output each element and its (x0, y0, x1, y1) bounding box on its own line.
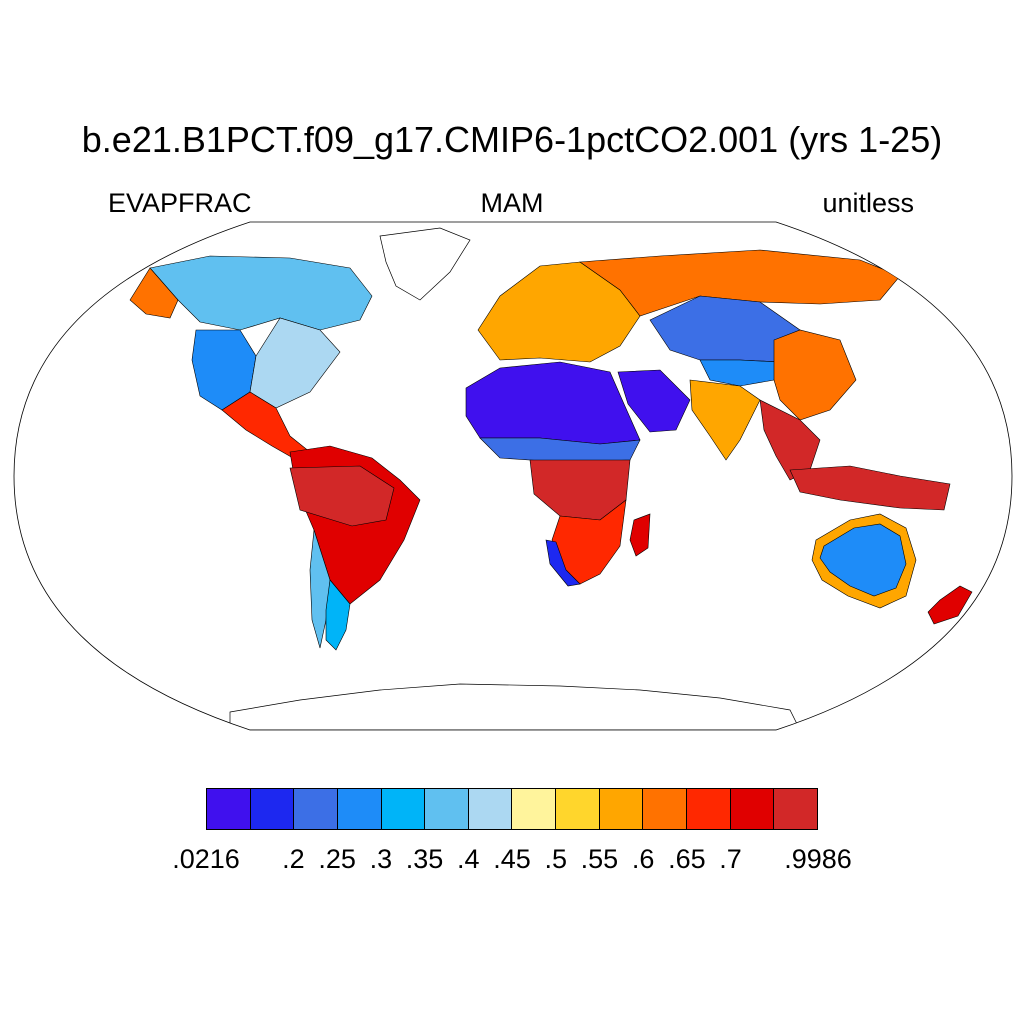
colorbar-swatch (774, 789, 817, 829)
colorbar-swatch (643, 789, 688, 829)
region-arabia (617, 369, 691, 433)
greenland-outline (379, 227, 471, 301)
colorbar-tick-label: .35 (405, 844, 444, 874)
colorbar-tick-label: .6 (631, 844, 655, 874)
colorbar-swatch (730, 789, 775, 829)
region-alaska (129, 267, 179, 319)
region-sahel (479, 437, 641, 463)
colorbar-swatch (381, 789, 426, 829)
units-label: unitless (822, 188, 914, 218)
colorbar-swatch (337, 789, 382, 829)
colorbar-tick-label: .3 (369, 844, 393, 874)
season-label: MAM (480, 188, 544, 218)
antarctica-outline (229, 683, 801, 730)
colorbar-swatch (512, 789, 557, 829)
region-canada (149, 255, 373, 331)
region-amazon (289, 465, 395, 527)
region-china (773, 329, 857, 421)
colorbar-tick-label: .0216 (172, 844, 240, 874)
colorbar-tick-label: .45 (493, 844, 531, 874)
colorbar-tick-label: .25 (318, 844, 356, 874)
region-india (689, 379, 761, 461)
region-patagonia (325, 579, 351, 651)
colorbar-swatch (425, 789, 469, 829)
colorbar-tick-label: .2 (282, 844, 305, 874)
colorbar-tick-label: .7 (719, 844, 742, 874)
region-indonesia (789, 465, 951, 511)
colorbar-swatch (599, 789, 644, 829)
colorbar-swatch (687, 789, 731, 829)
colorbar (206, 788, 818, 830)
colorbar-tick-label: .5 (544, 844, 567, 874)
colorbar-swatch (468, 789, 513, 829)
colorbar-tick-label: .4 (457, 844, 480, 874)
region-australia (819, 523, 907, 597)
colorbar-tick-label: .9986 (784, 844, 852, 874)
colorbar-swatch (207, 789, 251, 829)
region-madagascar (629, 513, 651, 557)
plot-title: b.e21.B1PCT.f09_g17.CMIP6-1pctCO2.001 (y… (81, 119, 943, 160)
colorbar-tick-label: .55 (580, 844, 619, 874)
colorbar-tick-label: .65 (668, 844, 706, 874)
region-namibia-coast (545, 539, 581, 587)
colorbar-swatch (250, 789, 295, 829)
colorbar-swatch (294, 789, 338, 829)
region-russia (579, 249, 901, 317)
region-new-zealand (927, 585, 973, 625)
variable-label: EVAPFRAC (108, 188, 252, 218)
colorbar-swatch (556, 789, 600, 829)
